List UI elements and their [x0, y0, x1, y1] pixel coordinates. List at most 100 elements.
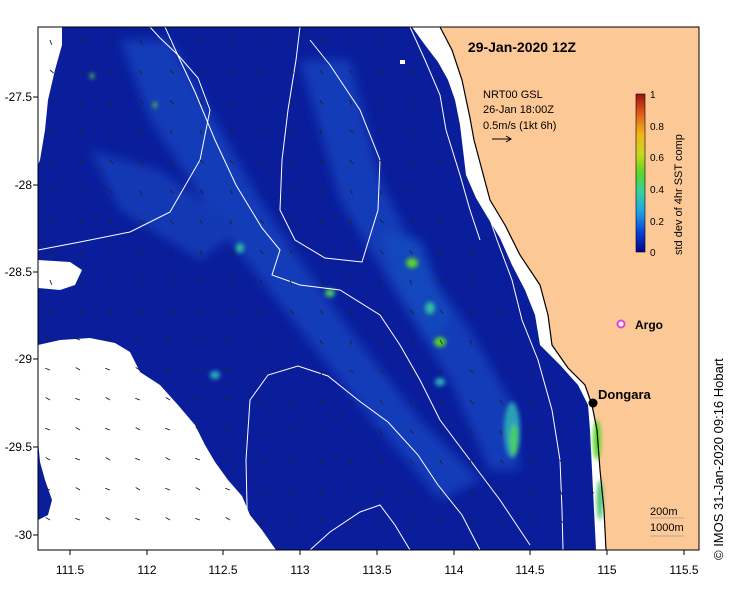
colorbar-gradient: [635, 93, 646, 253]
current-vector: [139, 279, 143, 285]
current-vector: [409, 489, 413, 495]
current-vector: [169, 189, 175, 194]
x-tick-label: 112.5: [208, 563, 237, 577]
current-vector: [349, 189, 353, 195]
current-vector: [169, 159, 173, 165]
current-vector: [165, 487, 171, 491]
y-tick-label: -29: [15, 352, 33, 366]
x-axis: 111.5 112 112.5 113 113.5 114 114.5 115 …: [56, 550, 699, 577]
current-vector: [319, 429, 324, 435]
current-vector: [139, 219, 145, 224]
x-tick-label: 111.5: [56, 563, 85, 577]
current-vector: [379, 519, 383, 525]
current-vector: [529, 489, 533, 495]
current-vector: [165, 337, 171, 341]
current-vector: [49, 189, 55, 194]
current-vector: [259, 159, 263, 165]
current-vector: [109, 279, 114, 285]
bathymetry-contours: [38, 27, 564, 550]
current-scale-text: 0.5m/s (1kt 6h): [483, 120, 556, 132]
current-vector: [559, 519, 565, 524]
current-vector: [195, 337, 201, 341]
current-vector: [439, 459, 443, 465]
current-vector: [169, 39, 173, 45]
current-vector: [289, 69, 295, 74]
current-vector: [199, 99, 203, 105]
current-vector: [499, 399, 503, 405]
current-vector: [559, 489, 563, 495]
current-vector: [409, 279, 413, 285]
current-vector: [499, 459, 505, 464]
current-vector: [195, 397, 201, 401]
current-vector: [439, 159, 445, 164]
current-vector: [319, 129, 323, 135]
cloud-gap-west-mid: [38, 260, 82, 290]
current-vector: [199, 69, 204, 75]
x-tick-label: 114.5: [515, 563, 544, 577]
current-vector: [165, 397, 171, 401]
current-vector: [259, 129, 264, 135]
colorbar: 0 0.2 0.4 0.6 0.8 1 std dev of 4hr SST c…: [635, 90, 685, 259]
current-vector: [409, 399, 413, 405]
current-vector: [165, 427, 171, 431]
current-vector: [229, 159, 234, 165]
current-vector: [79, 219, 83, 225]
current-vector: [289, 339, 294, 345]
current-vector: [439, 309, 444, 315]
contour-legend: 200m 1000m: [650, 506, 684, 537]
current-vector: [49, 249, 53, 255]
imos-credit: © IMOS 31-Jan-2020 09:16 Hobart: [711, 358, 726, 560]
current-vector: [409, 129, 413, 135]
y-tick-label: -28: [15, 178, 33, 192]
current-vector: [79, 99, 83, 105]
current-vector: [109, 159, 114, 165]
current-vector: [139, 189, 143, 195]
current-vector: [259, 489, 264, 495]
current-vector: [319, 159, 325, 164]
current-vector: [289, 489, 293, 495]
current-vector: [45, 397, 51, 401]
current-vector: [139, 99, 145, 104]
current-vector: [589, 519, 594, 525]
current-vector: [379, 159, 383, 165]
current-vector: [379, 279, 383, 285]
current-vector: [195, 457, 201, 461]
current-vector: [379, 39, 383, 45]
y-tick-label: -30: [15, 528, 33, 542]
current-vector: [499, 369, 504, 375]
current-vector: [349, 249, 355, 254]
colorbar-tick: 0: [650, 248, 656, 259]
current-vector: [79, 129, 83, 135]
current-vector: [139, 69, 143, 75]
current-vector: [229, 219, 233, 225]
current-vector: [49, 159, 53, 165]
current-vector: [259, 99, 265, 104]
current-vector: [469, 399, 474, 405]
colorbar-tick: 0.8: [650, 122, 664, 133]
current-vector: [79, 69, 84, 75]
current-vector: [319, 459, 323, 465]
current-vector: [225, 337, 231, 341]
colorbar-tick: 1: [650, 90, 656, 101]
current-vector: [45, 337, 51, 341]
current-vector: [349, 129, 355, 134]
current-vector: [379, 309, 383, 315]
current-vector: [289, 309, 295, 314]
current-vector: [169, 309, 175, 314]
current-vector: [45, 487, 51, 491]
argo-label: Argo: [635, 318, 663, 332]
current-vector: [199, 129, 203, 135]
current-vector: [319, 99, 323, 105]
scale-arrow-head: [505, 135, 512, 143]
colorbar-label: std dev of 4hr SST comp: [673, 134, 685, 255]
dongara-marker: Dongara: [588, 387, 652, 408]
current-vector: [79, 39, 85, 44]
current-vector: [379, 369, 384, 375]
current-vector: [469, 309, 473, 315]
y-tick-label: -28.5: [5, 265, 33, 279]
current-vector: [169, 279, 173, 285]
current-vector: [229, 99, 233, 105]
current-vector: [139, 249, 144, 255]
current-vector: [105, 337, 111, 341]
